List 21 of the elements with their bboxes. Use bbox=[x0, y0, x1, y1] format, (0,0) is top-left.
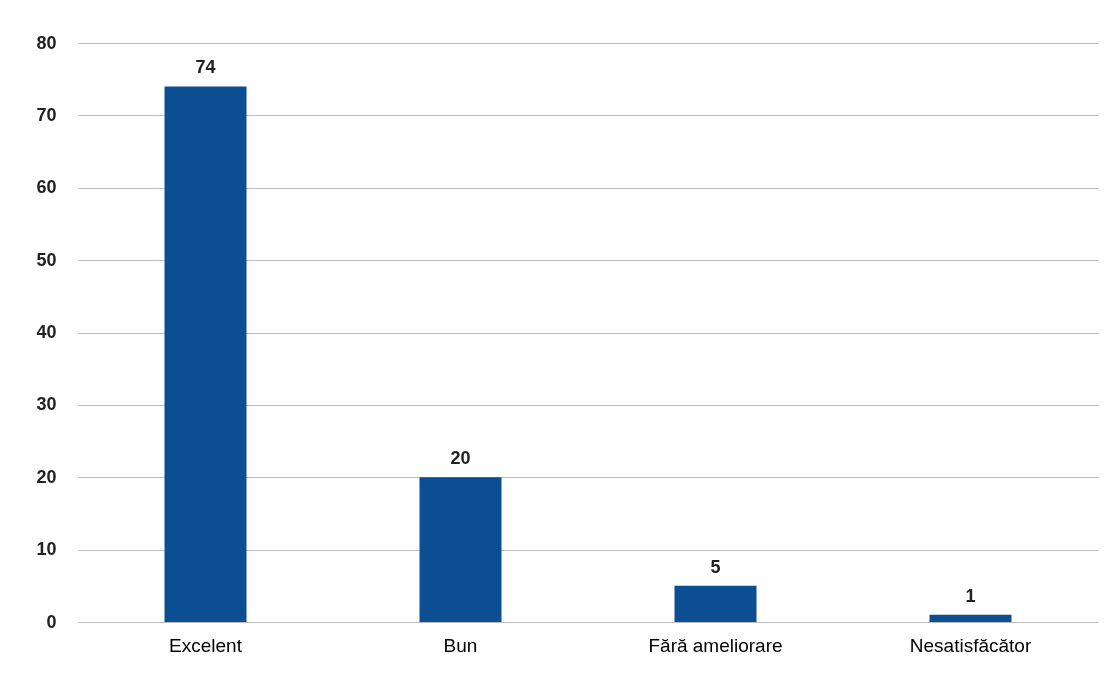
x-tick-label: Excelent bbox=[169, 634, 243, 656]
y-tick-label: 20 bbox=[36, 466, 57, 487]
y-tick-label: 60 bbox=[36, 177, 57, 198]
y-tick-label: 0 bbox=[46, 611, 57, 632]
bar bbox=[929, 614, 1012, 622]
y-tick-label: 70 bbox=[36, 104, 57, 125]
x-tick-label: Nesatisfăcător bbox=[909, 634, 1032, 656]
data-label: 74 bbox=[195, 57, 216, 78]
bar bbox=[164, 86, 247, 622]
x-tick-label: Bun bbox=[443, 634, 478, 656]
y-tick-label: 80 bbox=[36, 32, 57, 53]
y-tick-label: 40 bbox=[36, 322, 57, 342]
bar bbox=[674, 585, 757, 622]
x-tick-label: Fără ameliorare bbox=[648, 634, 783, 656]
y-tick-label: 30 bbox=[36, 394, 57, 415]
data-label: 5 bbox=[710, 556, 721, 577]
data-label: 1 bbox=[965, 585, 976, 606]
bar bbox=[419, 477, 502, 622]
data-label: 20 bbox=[450, 448, 471, 469]
y-tick-label: 50 bbox=[36, 249, 57, 270]
y-tick-label: 10 bbox=[36, 539, 57, 560]
